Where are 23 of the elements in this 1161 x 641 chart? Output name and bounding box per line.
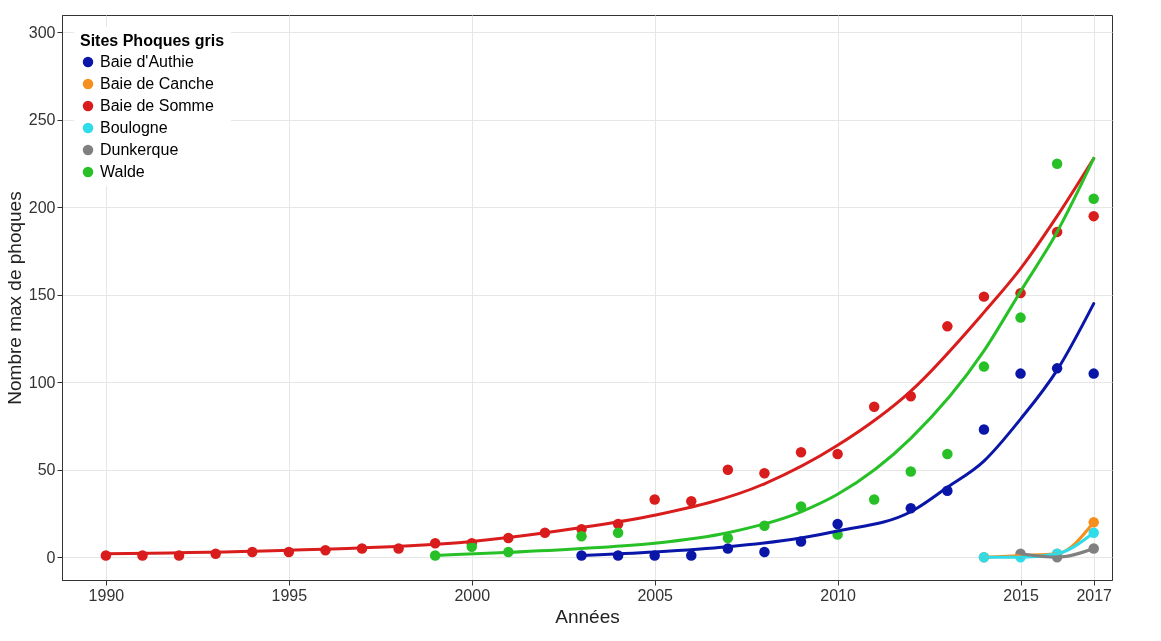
x-tick-label: 2017 xyxy=(1076,586,1113,604)
y-tick-label: 100 xyxy=(28,373,56,391)
legend-label: Baie de Canche xyxy=(100,75,214,92)
y-tick-label: 50 xyxy=(37,461,56,479)
legend-label: Baie de Somme xyxy=(100,97,214,114)
legend-label: Walde xyxy=(100,163,145,180)
y-tick-label: 0 xyxy=(46,548,56,566)
y-tick-label: 250 xyxy=(28,111,56,129)
y-tick-label: 150 xyxy=(28,286,56,304)
x-axis-title: Années xyxy=(555,605,620,627)
y-tick-label: 200 xyxy=(28,198,56,216)
legend-label: Baie d'Authie xyxy=(100,53,194,70)
x-tick-label: 2010 xyxy=(820,586,857,604)
legend-label: Boulogne xyxy=(100,119,168,136)
x-tick-label: 2000 xyxy=(454,586,491,604)
x-tick-label: 2005 xyxy=(637,586,674,604)
y-axis-title: Nombre max de phoques xyxy=(3,191,25,405)
legend-label: Dunkerque xyxy=(100,141,179,158)
x-tick-label: 1995 xyxy=(271,586,308,604)
y-tick-label: 300 xyxy=(28,23,56,41)
x-tick-label: 1990 xyxy=(88,586,125,604)
legend-title: Sites Phoques gris xyxy=(80,32,225,49)
x-tick-label: 2015 xyxy=(1003,586,1039,604)
